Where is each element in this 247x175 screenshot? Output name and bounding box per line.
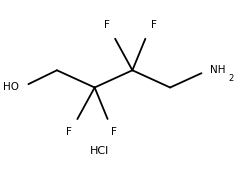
Text: 2: 2 [228, 74, 233, 83]
Text: F: F [111, 127, 116, 137]
Text: F: F [151, 20, 157, 30]
Text: HCl: HCl [90, 146, 109, 156]
Text: NH: NH [210, 65, 226, 75]
Text: HO: HO [3, 82, 19, 93]
Text: F: F [103, 20, 109, 30]
Text: F: F [66, 127, 72, 137]
